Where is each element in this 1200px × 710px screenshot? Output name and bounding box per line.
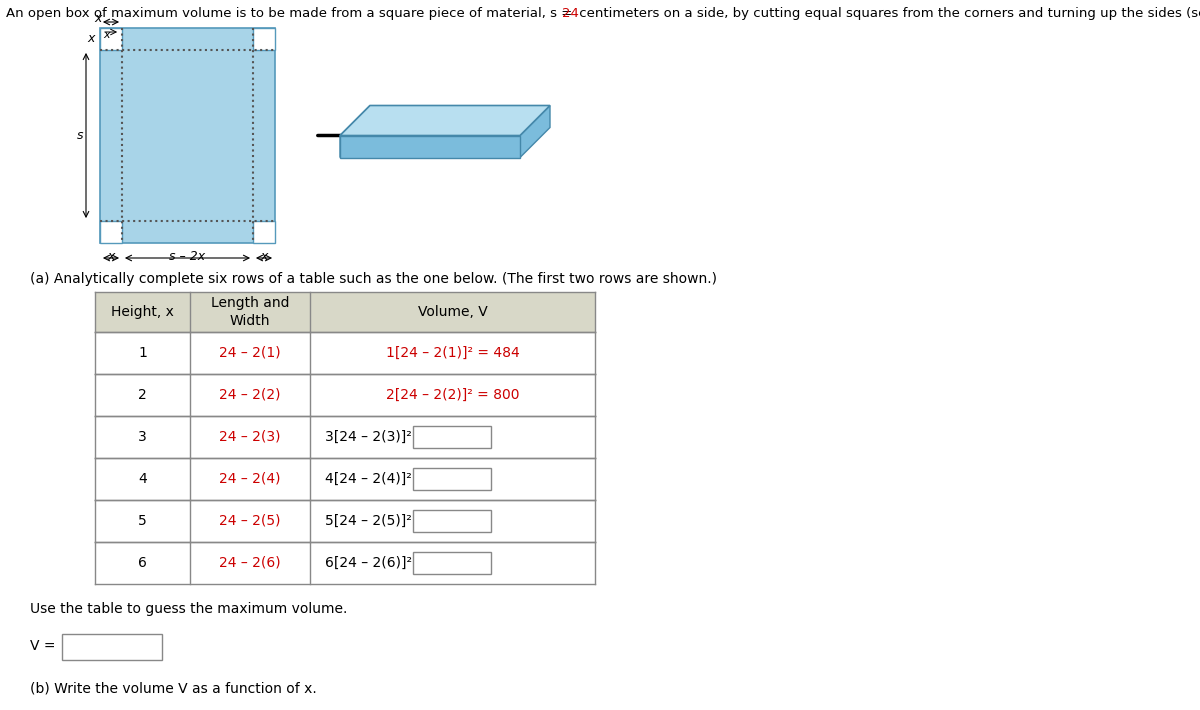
Text: 24 – 2(4): 24 – 2(4)	[220, 472, 281, 486]
Text: 3: 3	[138, 430, 146, 444]
Polygon shape	[340, 136, 520, 158]
Text: 24 – 2(3): 24 – 2(3)	[220, 430, 281, 444]
Text: x: x	[107, 250, 115, 263]
Polygon shape	[340, 106, 370, 158]
Text: 2: 2	[138, 388, 146, 402]
Text: An open box of maximum volume is to be made from a square piece of material, s =: An open box of maximum volume is to be m…	[6, 7, 576, 20]
Text: 24: 24	[562, 7, 578, 20]
Polygon shape	[62, 634, 162, 660]
Polygon shape	[413, 426, 491, 448]
Text: x: x	[88, 33, 95, 45]
Text: V =: V =	[30, 639, 55, 653]
Polygon shape	[95, 292, 595, 332]
Polygon shape	[100, 28, 275, 243]
Text: 6: 6	[138, 556, 146, 570]
Polygon shape	[100, 221, 122, 243]
Text: Length and
Width: Length and Width	[211, 296, 289, 328]
Text: s: s	[77, 129, 83, 142]
Text: 2[24 – 2(2)]² = 800: 2[24 – 2(2)]² = 800	[385, 388, 520, 402]
Text: Height, x: Height, x	[112, 305, 174, 319]
Text: 24 – 2(6): 24 – 2(6)	[220, 556, 281, 570]
Text: x: x	[103, 30, 109, 40]
Polygon shape	[413, 510, 491, 532]
Text: x: x	[95, 12, 102, 25]
Text: 5[24 – 2(5)]² =: 5[24 – 2(5)]² =	[325, 514, 427, 528]
Text: s – 2x: s – 2x	[169, 250, 205, 263]
Text: 24 – 2(2): 24 – 2(2)	[220, 388, 281, 402]
Text: 6[24 – 2(6)]² =: 6[24 – 2(6)]² =	[325, 556, 428, 570]
Polygon shape	[253, 221, 275, 243]
Text: 5: 5	[138, 514, 146, 528]
Text: x: x	[260, 250, 268, 263]
Polygon shape	[340, 106, 550, 136]
Text: 3[24 – 2(3)]² =: 3[24 – 2(3)]² =	[325, 430, 427, 444]
Polygon shape	[413, 468, 491, 490]
Text: centimeters on a side, by cutting equal squares from the corners and turning up : centimeters on a side, by cutting equal …	[576, 7, 1200, 20]
Text: (b) Write the volume V as a function of x.: (b) Write the volume V as a function of …	[30, 682, 317, 696]
Text: 1: 1	[138, 346, 146, 360]
Text: (a) Analytically complete six rows of a table such as the one below. (The first : (a) Analytically complete six rows of a …	[30, 272, 718, 286]
Polygon shape	[100, 28, 122, 50]
Text: 24 – 2(1): 24 – 2(1)	[220, 346, 281, 360]
Text: 24 – 2(5): 24 – 2(5)	[220, 514, 281, 528]
Text: Volume, V: Volume, V	[418, 305, 487, 319]
Polygon shape	[413, 552, 491, 574]
Text: Use the table to guess the maximum volume.: Use the table to guess the maximum volum…	[30, 602, 347, 616]
Text: 1[24 – 2(1)]² = 484: 1[24 – 2(1)]² = 484	[385, 346, 520, 360]
Text: 4: 4	[138, 472, 146, 486]
Text: 4[24 – 2(4)]² =: 4[24 – 2(4)]² =	[325, 472, 427, 486]
Polygon shape	[520, 106, 550, 158]
Polygon shape	[253, 28, 275, 50]
